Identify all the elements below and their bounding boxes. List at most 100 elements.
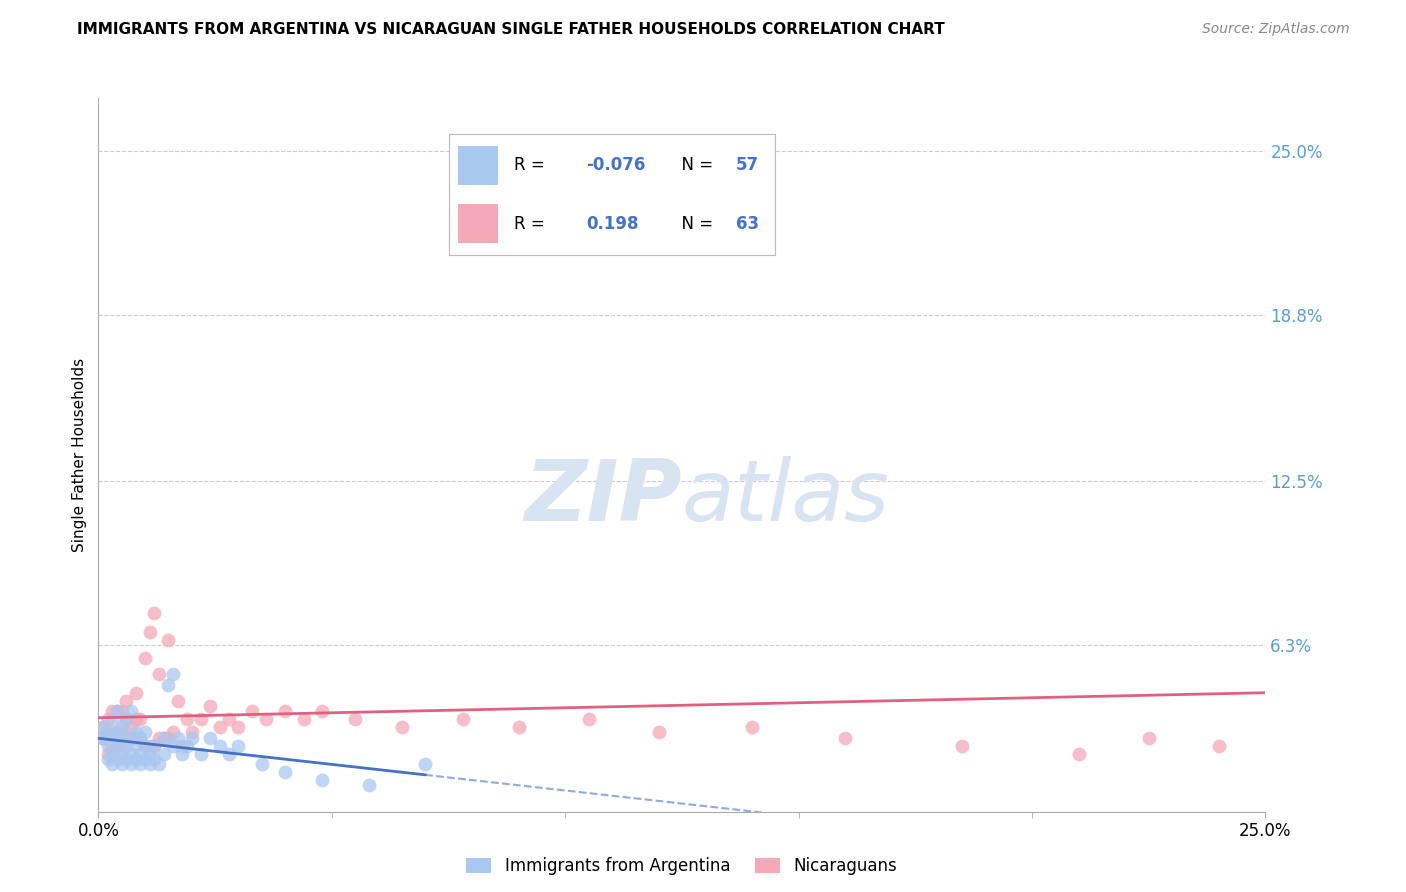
- Point: [274, 704, 297, 718]
- Point: [105, 704, 128, 718]
- Point: [311, 772, 333, 787]
- Point: [148, 757, 170, 772]
- Point: [176, 739, 198, 753]
- Y-axis label: Single Father Households: Single Father Households: [72, 358, 87, 552]
- Point: [125, 731, 148, 745]
- Point: [97, 747, 120, 761]
- Point: [139, 739, 162, 753]
- Point: [129, 712, 152, 726]
- Point: [125, 752, 148, 766]
- Point: [172, 747, 194, 761]
- Point: [1067, 747, 1090, 761]
- Point: [97, 739, 120, 753]
- Point: [311, 704, 333, 718]
- Point: [97, 752, 120, 766]
- Point: [134, 725, 156, 739]
- Point: [111, 731, 134, 745]
- Point: [101, 757, 124, 772]
- Point: [125, 739, 148, 753]
- Point: [228, 720, 250, 734]
- Point: [97, 725, 120, 739]
- Point: [578, 712, 600, 726]
- Point: [105, 752, 128, 766]
- Point: [129, 731, 152, 745]
- Point: [125, 725, 148, 739]
- Text: IMMIGRANTS FROM ARGENTINA VS NICARAGUAN SINGLE FATHER HOUSEHOLDS CORRELATION CHA: IMMIGRANTS FROM ARGENTINA VS NICARAGUAN …: [77, 22, 945, 37]
- Point: [180, 725, 202, 739]
- Point: [218, 712, 240, 726]
- Point: [91, 731, 114, 745]
- Point: [105, 704, 128, 718]
- Point: [134, 739, 156, 753]
- Point: [208, 720, 231, 734]
- Point: [120, 704, 142, 718]
- Point: [134, 739, 156, 753]
- Point: [508, 720, 530, 734]
- Point: [115, 739, 138, 753]
- Point: [129, 747, 152, 761]
- Point: [115, 752, 138, 766]
- Point: [134, 651, 156, 665]
- Point: [228, 739, 250, 753]
- Point: [200, 731, 222, 745]
- Point: [148, 731, 170, 745]
- Point: [208, 739, 231, 753]
- Text: Source: ZipAtlas.com: Source: ZipAtlas.com: [1202, 22, 1350, 37]
- Point: [105, 739, 128, 753]
- Point: [125, 686, 148, 700]
- Text: atlas: atlas: [682, 456, 890, 540]
- Point: [143, 752, 166, 766]
- Point: [115, 712, 138, 726]
- Text: ZIP: ZIP: [524, 456, 682, 540]
- Point: [101, 747, 124, 761]
- Point: [120, 731, 142, 745]
- Point: [91, 720, 114, 734]
- Point: [834, 731, 856, 745]
- Point: [101, 704, 124, 718]
- Point: [256, 712, 278, 726]
- Point: [176, 712, 198, 726]
- Point: [97, 731, 120, 745]
- Point: [166, 694, 188, 708]
- Point: [950, 739, 973, 753]
- Point: [120, 720, 142, 734]
- Point: [120, 747, 142, 761]
- Point: [91, 720, 114, 734]
- Point: [134, 752, 156, 766]
- Point: [1208, 739, 1230, 753]
- Point: [120, 757, 142, 772]
- Point: [391, 720, 413, 734]
- Point: [105, 725, 128, 739]
- Point: [111, 757, 134, 772]
- Point: [157, 632, 180, 647]
- Point: [162, 667, 184, 681]
- Point: [162, 739, 184, 753]
- Point: [152, 731, 174, 745]
- Point: [741, 720, 763, 734]
- Point: [129, 731, 152, 745]
- Point: [143, 739, 166, 753]
- Point: [451, 712, 474, 726]
- Point: [101, 725, 124, 739]
- Point: [647, 725, 669, 739]
- Point: [111, 704, 134, 718]
- Point: [162, 725, 184, 739]
- Point: [111, 747, 134, 761]
- Point: [344, 712, 367, 726]
- Point: [101, 739, 124, 753]
- Point: [172, 739, 194, 753]
- Point: [359, 778, 381, 792]
- Point: [101, 712, 124, 726]
- Point: [157, 731, 180, 745]
- Point: [242, 704, 264, 718]
- Point: [111, 720, 134, 734]
- Point: [143, 739, 166, 753]
- Point: [139, 747, 162, 761]
- Point: [218, 747, 240, 761]
- Point: [115, 694, 138, 708]
- Point: [91, 731, 114, 745]
- Point: [139, 625, 162, 640]
- Point: [143, 607, 166, 621]
- Point: [115, 712, 138, 726]
- Point: [105, 739, 128, 753]
